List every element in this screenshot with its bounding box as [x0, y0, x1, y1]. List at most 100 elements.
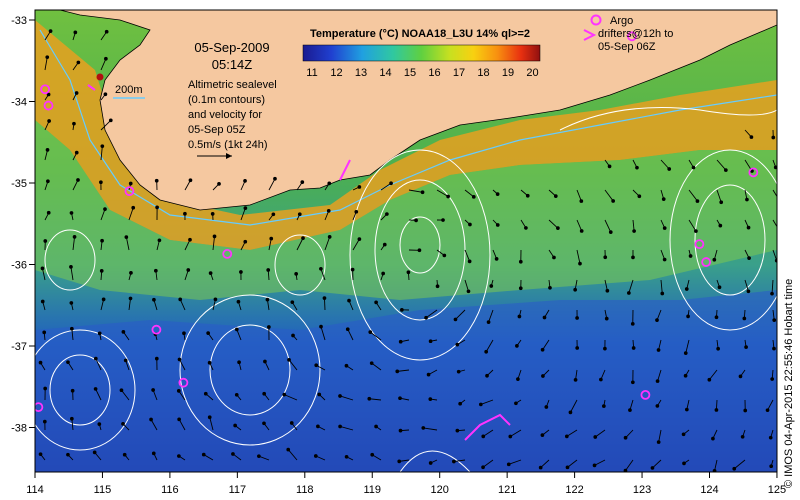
sealevel-contours	[35, 107, 777, 472]
velocity-arrowhead	[635, 165, 639, 170]
velocity-arrowhead	[178, 297, 183, 302]
velocity-arrowhead	[201, 452, 206, 457]
velocity-arrowhead	[243, 206, 248, 210]
velocity-arrowhead	[217, 182, 221, 186]
velocity-arrow	[771, 279, 774, 294]
velocity-arrow	[288, 359, 298, 371]
velocity-arrowhead	[711, 436, 715, 441]
velocity-arrowhead	[76, 60, 81, 65]
velocity-arrowhead	[593, 435, 598, 439]
colorbar-tick-label: 12	[330, 67, 342, 79]
velocity-arrowhead	[385, 212, 389, 216]
velocity-arrowhead	[742, 316, 747, 321]
argo-float-marker	[640, 389, 651, 400]
velocity-arrowhead	[471, 194, 476, 199]
velocity-arrowhead	[43, 239, 48, 243]
velocity-arrowhead	[101, 297, 106, 302]
velocity-arrow	[508, 459, 522, 465]
velocity-arrowhead	[579, 229, 584, 233]
isobath-label: 200m	[115, 84, 143, 96]
velocity-arrowhead	[769, 464, 774, 469]
velocity-arrowhead	[723, 168, 728, 172]
velocity-arrowhead	[104, 29, 109, 34]
velocity-arrowhead	[69, 211, 74, 215]
velocity-arrowhead	[564, 434, 569, 439]
velocity-arrowhead	[237, 360, 241, 365]
colorbar-tick-label: 16	[428, 67, 440, 79]
velocity-arrowhead	[426, 372, 431, 377]
map-time: 05:14Z	[212, 57, 253, 72]
velocity-arrow	[483, 429, 494, 437]
velocity-arrowhead	[301, 236, 305, 240]
velocity-arrowhead	[239, 270, 243, 274]
velocity-arrow	[708, 369, 718, 381]
velocity-arrowhead	[662, 226, 667, 230]
velocity-arrowhead	[103, 92, 108, 97]
velocity-arrow	[397, 369, 410, 372]
velocity-arrowhead	[573, 287, 578, 292]
velocity-arrowhead	[206, 331, 211, 335]
velocity-arrowhead	[47, 119, 51, 123]
velocity-arrowhead	[661, 197, 666, 201]
velocity-arrow	[184, 239, 191, 251]
velocity-arrow	[339, 395, 354, 401]
velocity-arrowhead	[744, 345, 748, 349]
velocity-arrowhead	[46, 92, 51, 97]
velocity-arrowhead	[541, 374, 545, 378]
velocity-arrowhead	[420, 190, 425, 195]
argo-float-marker	[627, 31, 637, 42]
velocity-arrowhead	[257, 454, 261, 459]
velocity-arrow	[324, 298, 326, 311]
velocity-arrowhead	[344, 363, 349, 368]
isobath-200m-line	[39, 29, 777, 226]
velocity-arrowhead	[294, 271, 299, 276]
velocity-arrow	[716, 189, 722, 203]
velocity-arrowhead	[428, 339, 433, 344]
velocity-arrowhead	[740, 434, 745, 439]
velocity-arrowhead	[506, 462, 511, 467]
velocity-arrowhead	[70, 388, 75, 393]
sealevel-line-2: (0.1m contours)	[188, 94, 265, 106]
velocity-arrowhead	[684, 407, 689, 412]
drifter-legend-marker	[583, 29, 597, 41]
velocity-arrowhead	[286, 447, 291, 452]
velocity-arrowhead	[660, 291, 665, 296]
velocity-arrowhead	[455, 342, 460, 347]
velocity-arrow	[125, 236, 130, 251]
velocity-arrowhead	[716, 346, 720, 351]
velocity-arrow	[480, 399, 494, 405]
velocity-arrowhead	[397, 459, 402, 464]
velocity-arrowhead	[338, 424, 342, 429]
x-tick-label: 123	[633, 484, 651, 496]
velocity-arrowhead	[151, 388, 155, 392]
velocity-arrowhead	[154, 178, 159, 183]
x-tick-label: 120	[431, 484, 449, 496]
velocity-arrowhead	[122, 452, 127, 457]
velocity-arrowhead	[42, 330, 47, 335]
velocity-arrowhead	[770, 377, 775, 381]
velocity-arrow	[324, 236, 331, 251]
y-tick-label: -33	[11, 15, 27, 27]
velocity-arrowhead	[374, 424, 378, 429]
velocity-arrowhead	[243, 179, 247, 183]
velocity-arrowhead	[603, 255, 608, 260]
velocity-arrow	[71, 418, 74, 431]
velocity-arrow	[455, 309, 466, 320]
velocity-arrowhead	[695, 199, 700, 203]
velocity-arrowhead	[544, 405, 549, 409]
velocity-arrow	[628, 279, 634, 294]
velocity-arrowhead	[103, 207, 107, 211]
velocity-scale-arrowhead	[226, 153, 232, 159]
velocity-arrowhead	[452, 459, 456, 464]
velocity-arrowhead	[233, 423, 237, 428]
y-tick-label: -34	[11, 97, 27, 109]
velocity-arrowhead	[456, 369, 461, 374]
velocity-arrowhead	[287, 357, 291, 362]
velocity-arrowhead	[568, 410, 573, 415]
velocity-arrow	[576, 189, 582, 202]
land-mass	[35, 10, 777, 211]
velocity-arrowhead	[338, 394, 342, 398]
velocity-arrowhead	[38, 360, 43, 365]
velocity-arrowhead	[70, 416, 74, 421]
argo-legend-marker	[590, 14, 602, 26]
